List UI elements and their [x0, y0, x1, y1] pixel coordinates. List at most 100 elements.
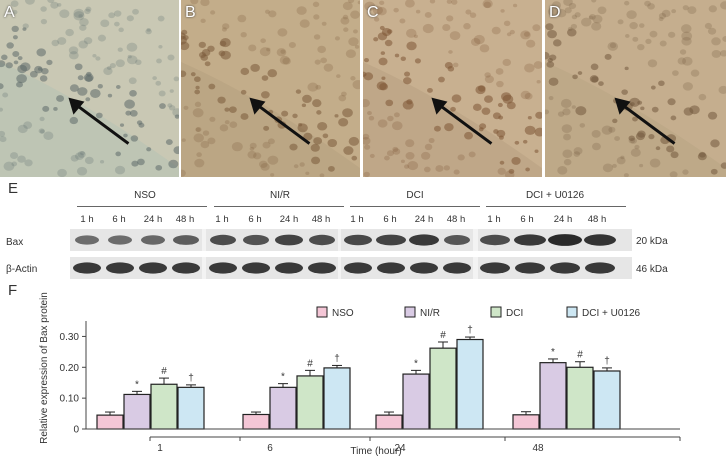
significance-marker: # [307, 358, 313, 369]
legend: NSO NI/R DCI DCI + U0126 [316, 306, 641, 319]
cell-nucleus [12, 9, 18, 15]
cell-nucleus [545, 23, 554, 31]
cell-nucleus [74, 152, 85, 161]
cell-nucleus [493, 129, 499, 134]
cell-nucleus [424, 143, 433, 151]
cell-nucleus [681, 24, 692, 34]
cell-nucleus [342, 14, 349, 20]
cell-nucleus [146, 147, 152, 152]
cell-nucleus [84, 156, 94, 165]
cell-nucleus [57, 37, 67, 45]
cell-nucleus [591, 0, 597, 3]
blot-band [344, 262, 372, 274]
cell-nucleus [68, 46, 79, 55]
cell-nucleus [17, 155, 26, 163]
cell-nucleus [446, 0, 452, 4]
cell-nucleus [503, 20, 511, 27]
micrograph-image-b [181, 0, 360, 177]
cell-nucleus [165, 139, 173, 145]
cell-nucleus [591, 22, 602, 31]
cell-nucleus [501, 92, 512, 101]
cell-nucleus [20, 62, 31, 72]
cell-nucleus [669, 171, 678, 177]
cell-nucleus [293, 164, 299, 169]
cell-nucleus [720, 162, 726, 169]
cell-nucleus [192, 108, 204, 118]
cell-nucleus [109, 63, 116, 69]
group-label-nir: NI/R [270, 190, 290, 201]
cell-nucleus [629, 22, 638, 30]
cell-nucleus [546, 61, 555, 68]
cell-nucleus [400, 56, 406, 61]
cell-nucleus [348, 136, 360, 146]
cell-nucleus [198, 41, 206, 48]
cell-nucleus [158, 45, 163, 49]
cell-nucleus [258, 160, 268, 168]
section-label-e: E [8, 180, 19, 197]
cell-nucleus [222, 23, 230, 30]
significance-marker: † [604, 356, 610, 367]
bar [123, 393, 151, 430]
cell-nucleus [711, 49, 722, 58]
cell-nucleus [387, 115, 394, 122]
cell-nucleus [363, 71, 367, 77]
cell-nucleus [520, 90, 531, 100]
cell-nucleus [6, 42, 14, 49]
cell-nucleus [53, 107, 58, 111]
significance-marker: * [135, 379, 139, 390]
actin-blot-strip [70, 257, 632, 279]
cell-nucleus [671, 9, 677, 14]
cell-nucleus [261, 91, 270, 99]
cell-nucleus [288, 42, 296, 49]
lane-time-label: 6 h [520, 214, 534, 225]
significance-marker: * [551, 347, 555, 358]
cell-nucleus [131, 160, 139, 167]
cell-nucleus [551, 1, 561, 10]
cell-nucleus [5, 62, 13, 69]
section-label-f: F [8, 282, 18, 299]
bar [323, 367, 351, 430]
cell-nucleus [79, 24, 87, 31]
cell-nucleus [497, 167, 506, 175]
cell-nucleus [635, 132, 645, 141]
blot-band [243, 234, 269, 246]
cell-nucleus [581, 17, 592, 27]
cell-nucleus [363, 99, 370, 108]
cell-nucleus [13, 60, 19, 65]
cell-nucleus [78, 40, 88, 49]
cell-nucleus [407, 161, 419, 171]
cell-nucleus [74, 63, 83, 71]
cell-nucleus [498, 135, 504, 140]
cell-nucleus [319, 173, 325, 177]
cell-nucleus [210, 10, 216, 15]
cell-nucleus [281, 110, 289, 117]
cell-nucleus [562, 149, 573, 159]
cell-nucleus [380, 51, 386, 56]
cell-nucleus [574, 12, 581, 18]
cell-nucleus [282, 57, 291, 65]
cell-nucleus [624, 0, 630, 6]
cell-nucleus [491, 26, 501, 35]
cell-nucleus [123, 133, 128, 138]
cell-nucleus [655, 146, 661, 151]
cell-nucleus [51, 39, 60, 47]
cell-nucleus [46, 59, 53, 66]
cell-nucleus [83, 37, 93, 45]
cell-nucleus [393, 7, 399, 13]
cell-nucleus [548, 77, 559, 86]
cell-nucleus [17, 124, 28, 134]
cell-nucleus [588, 15, 594, 20]
cell-nucleus [229, 121, 238, 128]
cell-nucleus [181, 169, 186, 177]
legend-swatch [404, 306, 416, 318]
cell-nucleus [317, 121, 328, 131]
cell-nucleus [632, 36, 639, 42]
cell-nucleus [250, 63, 260, 72]
cell-nucleus [609, 42, 617, 49]
blot-band [173, 235, 199, 245]
cell-nucleus [348, 37, 359, 47]
significance-marker: # [440, 330, 446, 341]
cell-nucleus [405, 139, 415, 148]
bar [96, 414, 124, 430]
cell-nucleus [372, 6, 383, 15]
